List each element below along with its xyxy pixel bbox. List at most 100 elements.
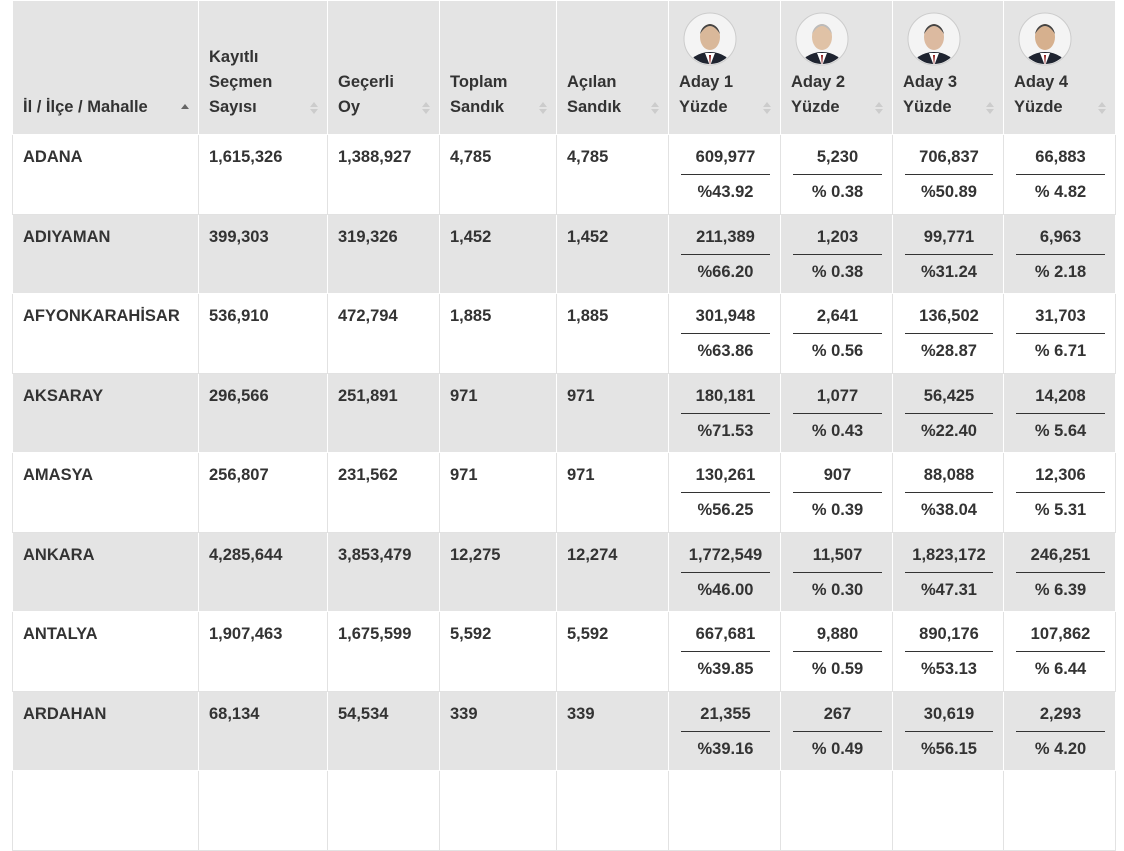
vote-percent: %39.85 bbox=[697, 660, 754, 678]
sort-icon[interactable] bbox=[985, 101, 995, 115]
cell: 1,885 bbox=[439, 293, 557, 374]
column-header[interactable]: Aday 4 Yüzde bbox=[1003, 0, 1116, 135]
vote-percent: %46.00 bbox=[697, 580, 754, 599]
province-name: ADANA bbox=[23, 148, 83, 166]
vote-percent: % 4.82 bbox=[1034, 183, 1087, 201]
vote-percent: % 0.56 bbox=[811, 342, 864, 360]
candidate-cell: 21,355 %39.16 bbox=[668, 690, 781, 771]
cell-value: 1,885 bbox=[567, 307, 609, 325]
cell-value: 3,853,479 bbox=[338, 545, 412, 564]
sort-icon[interactable] bbox=[650, 101, 660, 115]
candidate-result: 1,823,172 %47.31 bbox=[905, 546, 993, 600]
column-header[interactable]: Geçerli Oy bbox=[327, 0, 440, 135]
candidate-cell: 267 % 0.49 bbox=[780, 690, 893, 771]
header-text: Aday 1 Yüzde bbox=[679, 73, 734, 116]
cell bbox=[439, 770, 557, 851]
column-header[interactable]: Kayıtlı Seçmen Sayısı bbox=[198, 0, 328, 135]
column-header[interactable]: Aday 3 Yüzde bbox=[892, 0, 1004, 135]
candidate-cell: 12,306 % 5.31 bbox=[1003, 452, 1116, 533]
vote-count: 14,208 bbox=[1016, 387, 1105, 414]
candidate-cell: 14,208 % 5.64 bbox=[1003, 372, 1116, 453]
candidate-result: 130,261 %56.25 bbox=[681, 466, 770, 520]
vote-percent: % 5.31 bbox=[1034, 501, 1087, 519]
sort-icon[interactable] bbox=[874, 101, 884, 115]
sort-icon[interactable] bbox=[180, 101, 190, 115]
candidate-photo bbox=[683, 12, 737, 66]
province-name: ADIYAMAN bbox=[23, 227, 111, 246]
candidate-result: 2,293 % 4.20 bbox=[1016, 705, 1105, 759]
vote-percent: %66.20 bbox=[697, 262, 754, 281]
candidate-cell: 107,862 % 6.44 bbox=[1003, 611, 1116, 692]
vote-count: 267 bbox=[793, 705, 882, 732]
province-name: AKSARAY bbox=[23, 386, 104, 405]
candidate-result: 66,883 % 4.82 bbox=[1016, 148, 1105, 202]
vote-percent: %43.92 bbox=[697, 183, 754, 201]
vote-percent: % 5.64 bbox=[1034, 421, 1087, 440]
vote-count: 180,181 bbox=[681, 387, 770, 414]
results-table: İl / İlçe / Mahalle Kayıtlı Seçmen Sayısı… bbox=[12, 0, 1116, 851]
cell: 3,853,479 bbox=[327, 531, 440, 612]
candidate-cell: 2,641 % 0.56 bbox=[780, 293, 893, 374]
cell-value: 971 bbox=[450, 466, 478, 484]
vote-percent: %50.89 bbox=[921, 183, 977, 201]
cell-value: 12,274 bbox=[567, 545, 618, 564]
candidate-result: 706,837 %50.89 bbox=[905, 148, 993, 202]
candidate-result: 31,703 % 6.71 bbox=[1016, 307, 1105, 361]
sort-icon[interactable] bbox=[1097, 101, 1107, 115]
vote-count: 890,176 bbox=[905, 625, 993, 652]
cell bbox=[780, 770, 893, 851]
vote-count: 907 bbox=[793, 466, 882, 493]
vote-percent: %47.31 bbox=[921, 580, 977, 599]
candidate-cell: 1,823,172 %47.31 bbox=[892, 531, 1004, 612]
candidate-result: 30,619 %56.15 bbox=[905, 705, 993, 759]
vote-count: 88,088 bbox=[905, 466, 993, 493]
candidate-cell: 246,251 % 6.39 bbox=[1003, 531, 1116, 612]
column-header[interactable]: Açılan Sandık bbox=[556, 0, 669, 135]
column-header[interactable]: Toplam Sandık bbox=[439, 0, 557, 135]
candidate-result: 180,181 %71.53 bbox=[681, 387, 770, 441]
vote-percent: % 0.49 bbox=[811, 739, 864, 758]
province-name: ARDAHAN bbox=[23, 704, 107, 723]
cell-value: 4,785 bbox=[450, 148, 492, 166]
column-header[interactable]: İl / İlçe / Mahalle bbox=[12, 0, 199, 135]
cell: 339 bbox=[556, 690, 669, 771]
cell-value: 339 bbox=[450, 704, 478, 723]
cell-value: 971 bbox=[567, 466, 595, 484]
cell-value: 399,303 bbox=[209, 227, 269, 246]
candidate-result: 11,507 % 0.30 bbox=[793, 546, 882, 600]
vote-percent: % 6.44 bbox=[1034, 660, 1087, 678]
header-text: Toplam Sandık bbox=[450, 73, 508, 116]
vote-percent: % 6.71 bbox=[1034, 342, 1087, 360]
cell: 251,891 bbox=[327, 372, 440, 453]
sort-icon[interactable] bbox=[309, 101, 319, 115]
vote-percent: % 0.38 bbox=[811, 183, 864, 201]
candidate-result: 1,077 % 0.43 bbox=[793, 387, 882, 441]
header-text: Aday 2 Yüzde bbox=[791, 73, 846, 116]
vote-count: 30,619 bbox=[905, 705, 993, 732]
sort-icon[interactable] bbox=[762, 101, 772, 115]
vote-percent: %38.04 bbox=[921, 501, 977, 519]
vote-count: 6,963 bbox=[1016, 228, 1105, 255]
province-name: AFYONKARAHİSAR bbox=[23, 307, 180, 325]
sort-icon[interactable] bbox=[538, 101, 548, 115]
cell: 296,566 bbox=[198, 372, 328, 453]
vote-count: 9,880 bbox=[793, 625, 882, 652]
cell: 536,910 bbox=[198, 293, 328, 374]
vote-percent: %39.16 bbox=[697, 739, 754, 758]
vote-percent: %56.25 bbox=[697, 501, 754, 519]
cell: 68,134 bbox=[198, 690, 328, 771]
cell-value: 1,907,463 bbox=[209, 625, 283, 643]
column-header[interactable]: Aday 1 Yüzde bbox=[668, 0, 781, 135]
sort-icon[interactable] bbox=[421, 101, 431, 115]
table-row: ADANA 1,615,326 1,388,927 4,785 4,785 609,977… bbox=[12, 134, 1116, 215]
candidate-result: 2,641 % 0.56 bbox=[793, 307, 882, 361]
candidate-result: 667,681 %39.85 bbox=[681, 625, 770, 679]
candidate-cell: 1,772,549 %46.00 bbox=[668, 531, 781, 612]
column-header[interactable]: Aday 2 Yüzde bbox=[780, 0, 893, 135]
cell-value: 231,562 bbox=[338, 466, 398, 484]
cell: 4,785 bbox=[439, 134, 557, 215]
cell: 4,285,644 bbox=[198, 531, 328, 612]
candidate-result: 136,502 %28.87 bbox=[905, 307, 993, 361]
candidate-result: 99,771 %31.24 bbox=[905, 228, 993, 282]
vote-percent: %71.53 bbox=[697, 421, 754, 440]
